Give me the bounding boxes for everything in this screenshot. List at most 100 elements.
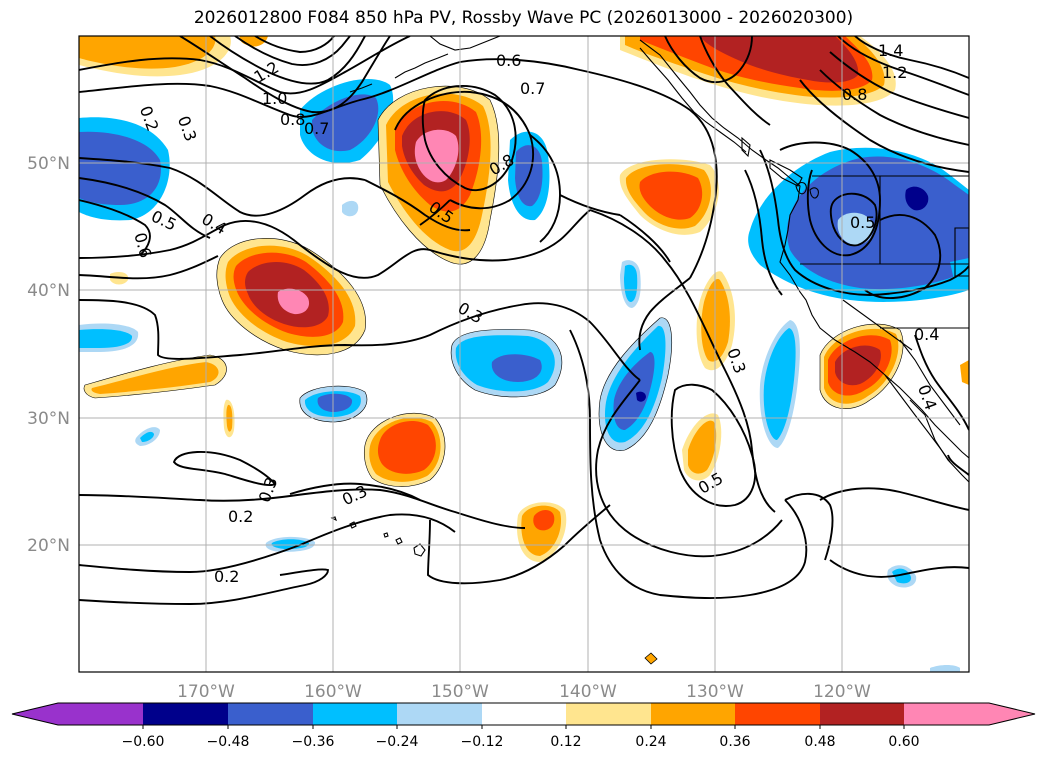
pv-contour (79, 199, 151, 256)
pv-contour (664, 36, 753, 84)
colorbar-segment (228, 703, 313, 725)
anomaly-outlines (83, 85, 904, 487)
pv-contour (799, 79, 969, 173)
contour-label: 0.7 (304, 119, 329, 138)
plot-frame (78, 35, 970, 673)
pv-contour (289, 482, 421, 501)
anomaly-shading (91, 362, 219, 394)
anomaly-shading (533, 510, 555, 531)
anomaly-shading (79, 131, 161, 205)
pv-contour (427, 504, 611, 585)
anomaly-shading (700, 36, 859, 83)
colorbar-segment (313, 703, 397, 725)
colorbar-tick-label: 0.12 (550, 734, 581, 750)
pv-contour (819, 487, 969, 511)
anomaly-shading (342, 200, 359, 217)
pv-contour (79, 299, 641, 381)
state-border (954, 227, 969, 277)
colorbar-tick-label: −0.24 (376, 734, 419, 750)
colorbar-tick-label: 0.36 (719, 734, 750, 750)
colorbar-tick-label: −0.36 (292, 734, 335, 750)
contour-label: 0.8 (842, 85, 867, 104)
pv-contour (829, 51, 969, 119)
pv-contour (559, 194, 621, 216)
pv-contour (699, 36, 771, 126)
anomaly-shading (271, 539, 309, 549)
anomaly-shading (960, 360, 969, 385)
pv-contour (79, 488, 526, 529)
longitude-label: 130°W (686, 682, 744, 702)
colorbar-tick-label: 0.48 (804, 734, 835, 750)
anomaly-shading (636, 391, 646, 402)
pv-contour (79, 255, 219, 280)
colorbar-segment (651, 703, 735, 725)
anomaly-outline (377, 85, 500, 265)
anomaly-shading (79, 329, 133, 348)
latitude-axis: 50°N 40°N 30°N 20°N (27, 154, 70, 556)
anomaly-shading (930, 665, 960, 672)
anomaly-shading (701, 278, 730, 362)
colorbar-segment (820, 703, 904, 725)
contour-label: 0.7 (520, 79, 545, 98)
alaska-panhandle-coastline (639, 47, 747, 153)
longitude-label: 120°W (813, 682, 871, 702)
longitude-axis: 170°W 160°W 150°W 140°W 130°W 120°W (177, 682, 871, 702)
pv-contour (394, 90, 534, 210)
colorbar-extend-high (989, 703, 1035, 725)
anomaly-shading (317, 393, 353, 412)
map-title: 2026012800 F084 850 hPa PV, Rossby Wave … (193, 8, 854, 28)
pv-contour (638, 277, 691, 351)
contour-label: 0.5 (850, 213, 875, 232)
haida-gwaii-outline (741, 136, 751, 158)
anomaly-shading (892, 568, 912, 584)
colorbar-tick-label: −0.12 (461, 734, 504, 750)
pv-contour (529, 134, 561, 243)
colorbar-extend-low (12, 703, 58, 725)
north-america-coastline (639, 39, 969, 459)
pv-contour (79, 513, 456, 573)
longitude-label: 140°W (559, 682, 617, 702)
colorbar-segment (482, 703, 566, 725)
mexico-coastline (909, 399, 969, 483)
anomaly-outline (299, 385, 368, 423)
anomaly-shading (613, 352, 655, 430)
pv-contour (79, 36, 411, 95)
colorbar-segment (397, 703, 482, 725)
alaska-coastline (429, 36, 501, 51)
pv-contour (234, 36, 351, 66)
pv-contour (79, 568, 329, 605)
colorbar-tick-label: −0.48 (207, 734, 250, 750)
pv-contour (254, 36, 335, 53)
longitude-label: 150°W (431, 682, 489, 702)
longitude-label: 170°W (177, 682, 235, 702)
colorbar-segment (58, 703, 143, 725)
aleutian-islands (394, 53, 449, 79)
colorbar: −0.60 −0.48 −0.36 −0.24 −0.12 0.12 0.24 … (11, 702, 1036, 750)
colorbar-outline (11, 702, 1036, 726)
colorbar-tick-label: 0.60 (888, 734, 919, 750)
vancouver-island-outline (769, 159, 803, 187)
pv-contour (864, 214, 942, 300)
pv-contour (819, 69, 969, 146)
hawaii-island (349, 521, 357, 529)
anomaly-shading (312, 94, 379, 152)
colorbar-segment (566, 703, 651, 725)
latitude-label: 20°N (27, 536, 70, 556)
shaded-field (79, 36, 969, 672)
colorbar-segment (904, 703, 989, 725)
contour-label: 0.8 (280, 110, 305, 129)
pv-contour (79, 177, 211, 239)
aleutian-islands (349, 83, 373, 93)
pv-contour (619, 214, 671, 263)
pv-contour (854, 36, 969, 79)
pv-contour (947, 454, 969, 476)
anomaly-shading (79, 36, 216, 69)
contour-label: 1.2 (882, 63, 907, 82)
anomaly-shading (140, 431, 154, 442)
colorbar-tick-label: 0.24 (635, 734, 666, 750)
pv-contour (829, 192, 878, 247)
gulf-of-california-coastline (899, 339, 961, 426)
latitude-label: 50°N (27, 154, 70, 174)
contour-label: 0.2 (214, 567, 239, 586)
pv-contour (744, 169, 783, 296)
